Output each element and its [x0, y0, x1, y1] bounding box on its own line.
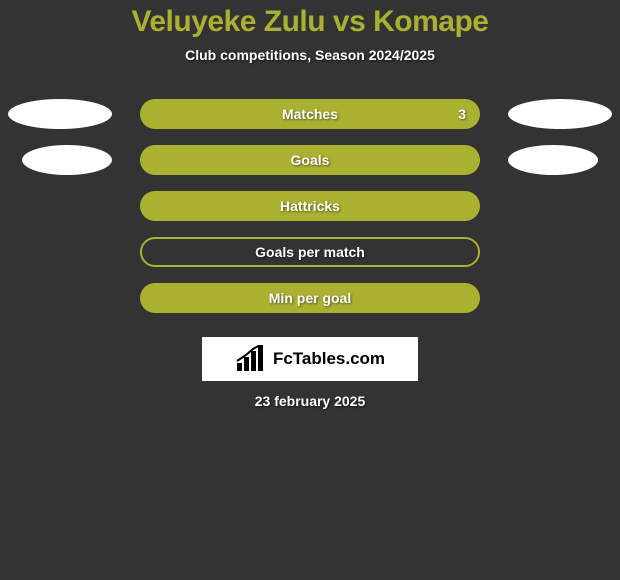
- stat-bar: Matches 3: [140, 99, 480, 129]
- date-label: 23 february 2025: [255, 393, 366, 409]
- left-marker: [8, 99, 112, 129]
- right-spacer: [508, 237, 612, 267]
- stat-row-mpg: Min per goal: [0, 275, 620, 321]
- stat-label: Hattricks: [280, 198, 340, 214]
- bars-icon: [235, 345, 267, 373]
- stat-label: Goals per match: [255, 244, 365, 260]
- stat-bar: Min per goal: [140, 283, 480, 313]
- stat-label: Goals: [291, 152, 330, 168]
- stat-label: Min per goal: [269, 290, 351, 306]
- stat-value: 3: [458, 106, 466, 122]
- page-title: Veluyeke Zulu vs Komape: [132, 5, 489, 39]
- stat-bar: Hattricks: [140, 191, 480, 221]
- stat-row-goals: Goals: [0, 137, 620, 183]
- stat-row-gpm: Goals per match: [0, 229, 620, 275]
- stat-bar: Goals per match: [140, 237, 480, 267]
- right-marker: [508, 145, 598, 175]
- brand-logo: FcTables.com: [202, 337, 418, 381]
- left-marker: [22, 145, 112, 175]
- brand-text: FcTables.com: [273, 349, 385, 369]
- stat-bar: Goals: [140, 145, 480, 175]
- stat-row-matches: Matches 3: [0, 91, 620, 137]
- right-spacer: [508, 191, 612, 221]
- page-subtitle: Club competitions, Season 2024/2025: [185, 47, 435, 63]
- left-spacer: [8, 237, 112, 267]
- right-marker: [508, 99, 612, 129]
- stat-label: Matches: [282, 106, 338, 122]
- right-spacer: [508, 283, 612, 313]
- left-spacer: [8, 191, 112, 221]
- stat-row-hattricks: Hattricks: [0, 183, 620, 229]
- left-spacer: [8, 283, 112, 313]
